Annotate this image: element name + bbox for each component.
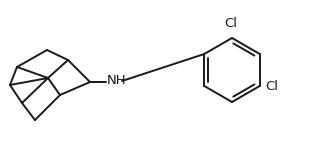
Text: Cl: Cl xyxy=(266,80,279,93)
Text: Cl: Cl xyxy=(225,17,237,30)
Text: NH: NH xyxy=(107,75,127,87)
